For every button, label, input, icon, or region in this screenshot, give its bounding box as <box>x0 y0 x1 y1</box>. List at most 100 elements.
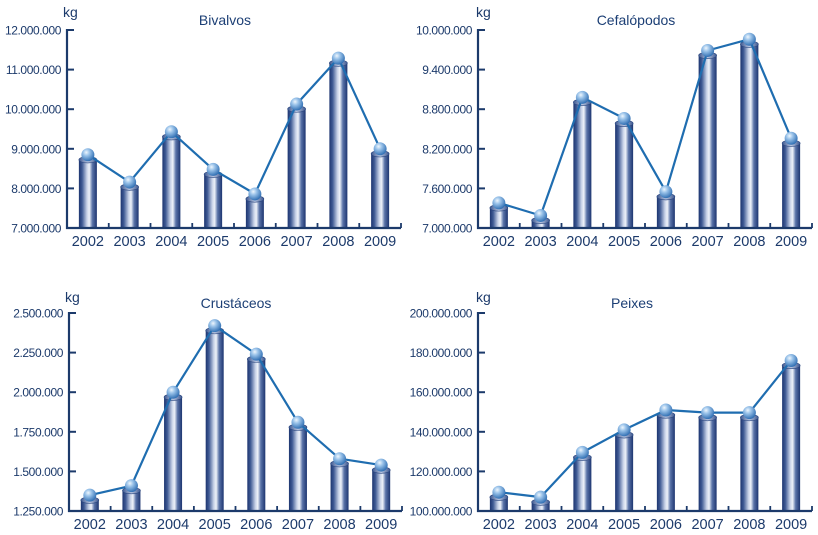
data-point <box>617 111 631 125</box>
y-tick-label: 7.000.000 <box>422 222 473 236</box>
y-tick-label: 10.000.000 <box>5 103 62 117</box>
x-tick-label: 2005 <box>199 517 231 533</box>
series-line <box>498 38 793 217</box>
bar-body <box>287 109 306 228</box>
bars <box>489 40 801 229</box>
data-point <box>248 187 262 201</box>
bar <box>781 139 801 228</box>
bar-body <box>122 490 141 511</box>
data-point <box>659 403 673 417</box>
bar-body <box>371 153 390 228</box>
y-tick-label: 2.250.000 <box>13 346 64 360</box>
y-tick-label: 12.000.000 <box>5 24 62 38</box>
bar <box>329 59 348 229</box>
bar <box>370 150 390 228</box>
data-point <box>701 406 715 420</box>
x-tick-label: 2005 <box>608 234 640 250</box>
data-point <box>492 485 506 499</box>
data-point <box>164 125 178 139</box>
bar-body <box>573 457 592 511</box>
y-tick-label: 9.000.000 <box>11 142 62 156</box>
data-point <box>206 162 220 176</box>
bar <box>247 355 266 511</box>
data-point <box>249 347 263 361</box>
bar-body <box>372 470 391 511</box>
bar-body <box>740 44 759 228</box>
x-tick-label: 2004 <box>566 234 598 250</box>
bars <box>78 59 390 229</box>
bar-body <box>489 207 508 228</box>
x-tick-label: 2007 <box>691 234 723 250</box>
bar-body <box>782 143 801 228</box>
data-point <box>784 131 798 145</box>
bar <box>698 414 717 511</box>
chart-title: Peixes <box>611 295 653 311</box>
bar <box>489 204 509 228</box>
y-tick-label: 200.000.000 <box>410 307 473 321</box>
bar-body <box>164 397 183 511</box>
x-tick-label: 2002 <box>483 517 515 533</box>
bar-body <box>329 63 348 229</box>
y-tick-label: 160.000.000 <box>410 386 473 400</box>
chart-peixes: kg Peixes 100.000.000 120.000.000 140.000.… <box>410 289 813 533</box>
bar <box>288 423 308 511</box>
y-tick-label: 9.400.000 <box>422 63 473 77</box>
y-tick-label: 8.800.000 <box>422 103 473 117</box>
y-tick-label: 7.000.000 <box>11 222 62 236</box>
x-tick-label: 2006 <box>650 234 682 250</box>
trend-line <box>492 32 798 222</box>
y-tick-label: 8.200.000 <box>422 142 473 156</box>
x-axis-labels: 2002 2003 2004 2005 2006 2007 2008 2009 <box>483 517 808 533</box>
x-tick-label: 2007 <box>282 517 314 533</box>
y-unit-label: kg <box>476 4 491 20</box>
data-point <box>291 415 305 429</box>
bar-body <box>330 463 349 511</box>
data-point <box>701 43 715 57</box>
y-tick-label: 2.000.000 <box>13 386 64 400</box>
data-point <box>575 90 589 104</box>
series-line <box>89 324 382 497</box>
bar-body <box>288 427 307 511</box>
y-tick-label: 120.000.000 <box>410 465 473 479</box>
bar <box>163 393 183 511</box>
data-point <box>124 479 138 493</box>
bar-body <box>656 196 675 228</box>
y-tick-label: 1.750.000 <box>13 425 64 439</box>
x-tick-label: 2005 <box>197 234 229 250</box>
x-tick-label: 2005 <box>608 517 640 533</box>
bar-body <box>204 174 223 228</box>
data-point <box>492 196 506 210</box>
axes <box>476 29 813 230</box>
bar-body <box>531 220 550 228</box>
data-point <box>534 490 548 504</box>
trend-line <box>81 51 387 201</box>
data-point <box>290 97 304 111</box>
x-tick-label: 2003 <box>524 234 556 250</box>
axes <box>67 312 403 513</box>
bar <box>245 195 265 228</box>
bar-body <box>78 159 97 228</box>
series-line <box>498 359 792 499</box>
bar <box>203 170 223 228</box>
bar-body <box>162 136 181 228</box>
data-point <box>373 142 387 156</box>
y-unit-label: kg <box>63 4 78 20</box>
x-tick-label: 2006 <box>650 517 682 533</box>
chart-bivalvos: kg Bivalvos 7.000.000 8.000.000 9.000.000 1… <box>5 4 402 250</box>
y-unit-label: kg <box>476 289 491 305</box>
chart-title: Crustáceos <box>201 295 272 311</box>
x-tick-label: 2006 <box>240 517 272 533</box>
y-axis-ticks: 100.000.000 120.000.000 140.000.000 160.000… <box>410 307 485 519</box>
x-tick-label: 2007 <box>691 517 723 533</box>
bar <box>162 133 181 228</box>
bar <box>698 51 717 229</box>
y-tick-label: 1.250.000 <box>13 505 64 519</box>
x-axis-labels: 2002 2003 2004 2005 2006 2007 2008 2009 <box>72 234 397 250</box>
series-line <box>87 56 382 195</box>
bar-body <box>205 330 224 511</box>
x-tick-label: 2009 <box>364 234 396 250</box>
x-tick-label: 2003 <box>113 234 145 250</box>
data-point <box>742 406 756 420</box>
bars <box>489 362 801 511</box>
